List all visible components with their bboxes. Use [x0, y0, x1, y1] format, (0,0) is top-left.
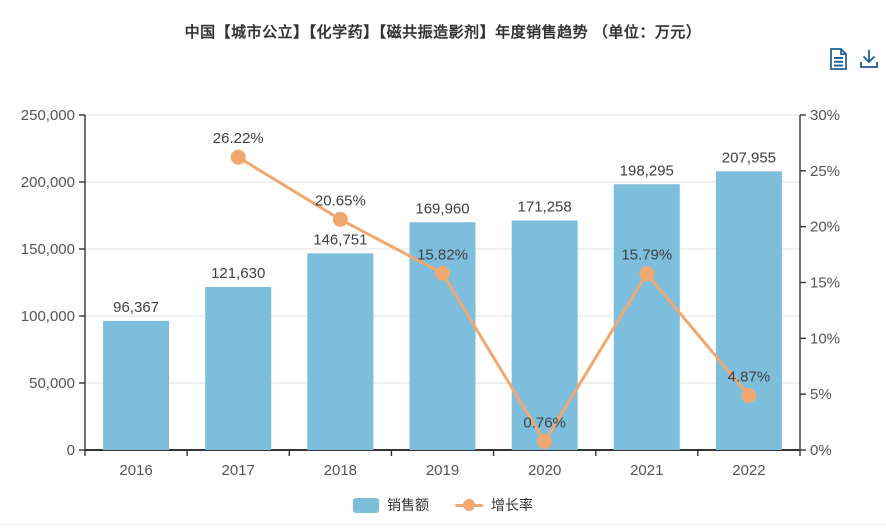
right-axis-tick-label: 25% — [810, 163, 840, 180]
left-axis-tick-label: 150,000 — [21, 241, 75, 258]
growth-value-label: 15.79% — [621, 247, 672, 264]
right-axis-tick-label: 30% — [810, 107, 840, 124]
growth-value-label: 0.76% — [523, 415, 566, 432]
legend-item-sales[interactable]: 销售额 — [353, 495, 429, 515]
right-axis-tick-label: 20% — [810, 219, 840, 236]
x-axis-category-label: 2022 — [732, 462, 765, 479]
bottom-divider — [0, 524, 886, 525]
bar-value-label: 207,955 — [722, 149, 776, 166]
left-axis-tick-label: 100,000 — [21, 308, 75, 325]
growth-point-2017[interactable] — [230, 149, 246, 165]
bar-2017[interactable] — [205, 287, 272, 450]
left-axis-tick-label: 200,000 — [21, 174, 75, 191]
chart-plot-area: 0 50,000 100,000 150,000 200,000 250,000 0% 5% 1… — [21, 107, 840, 479]
x-axis-category-label: 2019 — [426, 462, 459, 479]
chart-title: 中国【城市公立】【化学药】【磁共振造影剂】年度销售趋势 （单位：万元） — [184, 24, 702, 41]
growth-value-label: 4.87% — [728, 369, 771, 386]
growth-point-2021[interactable] — [639, 266, 655, 282]
bar-value-label: 171,258 — [518, 199, 572, 216]
x-axis-category-label: 2020 — [528, 462, 561, 479]
x-axis-category-label: 2018 — [324, 462, 357, 479]
line-series-swatch — [455, 498, 483, 513]
x-axis-category-label: 2021 — [630, 462, 663, 479]
bar-2020[interactable] — [511, 220, 578, 450]
bar-value-label: 198,295 — [620, 162, 674, 179]
data-view-icon[interactable] — [827, 46, 849, 72]
left-axis-tick-label: 0 — [67, 442, 75, 459]
growth-value-label: 20.65% — [315, 192, 366, 209]
bar-2022[interactable] — [715, 171, 782, 450]
legend-label-sales: 销售额 — [387, 497, 429, 513]
left-axis-tick-label: 250,000 — [21, 107, 75, 124]
bar-series-swatch — [353, 497, 379, 513]
growth-value-label: 15.82% — [417, 246, 468, 263]
left-axis-tick-label: 50,000 — [29, 375, 75, 392]
chart-legend: 销售额 增长率 — [0, 492, 886, 518]
bar-value-label: 146,751 — [313, 231, 367, 248]
chart-toolbox — [827, 46, 880, 72]
legend-item-growth[interactable]: 增长率 — [455, 495, 533, 515]
bar-value-label: 121,630 — [211, 265, 265, 282]
x-axis-category-label: 2016 — [119, 462, 152, 479]
growth-point-2022[interactable] — [741, 388, 757, 404]
bar-value-label: 169,960 — [415, 200, 469, 217]
growth-point-2020[interactable] — [537, 434, 553, 450]
growth-point-2018[interactable] — [332, 211, 348, 227]
bar-2016[interactable] — [103, 320, 170, 450]
growth-line — [237, 155, 751, 444]
bar-2018[interactable] — [307, 253, 374, 450]
download-icon[interactable] — [858, 46, 880, 72]
bar-2021[interactable] — [613, 184, 680, 450]
right-axis-tick-label: 10% — [810, 330, 840, 347]
right-axis-tick-label: 0% — [810, 442, 832, 459]
right-axis-tick-label: 5% — [810, 386, 832, 403]
x-axis-category-label: 2017 — [222, 462, 255, 479]
bar-value-label: 96,367 — [113, 299, 159, 316]
right-axis-tick-label: 15% — [810, 275, 840, 292]
legend-label-growth: 增长率 — [491, 497, 533, 513]
growth-value-label: 26.22% — [213, 130, 264, 147]
growth-point-2019[interactable] — [435, 265, 450, 281]
